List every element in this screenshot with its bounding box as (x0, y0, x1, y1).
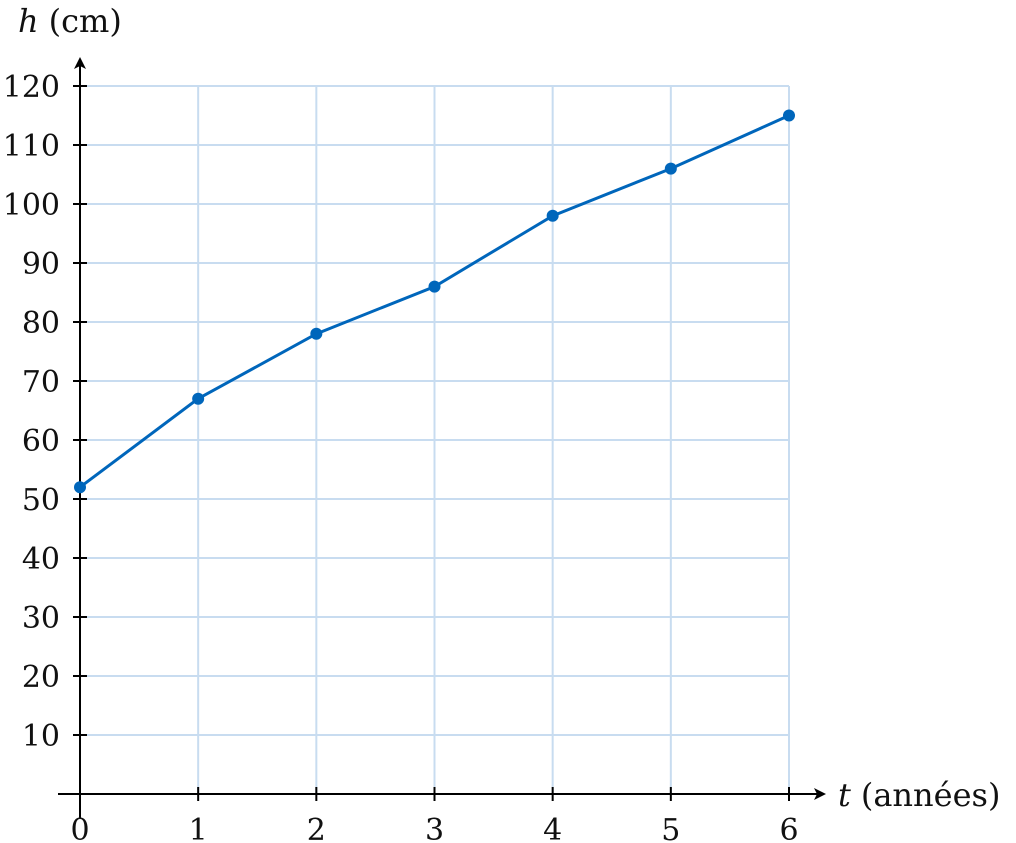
data-point (192, 392, 205, 405)
y-tick-label: 50 (22, 483, 60, 518)
x-axis-arrow (814, 788, 826, 800)
y-axis-var: h (18, 2, 39, 40)
data-point (783, 109, 795, 122)
y-axis-arrow (74, 57, 86, 69)
x-tick-label: 4 (543, 813, 562, 843)
x-tick-label: 3 (425, 813, 444, 843)
y-tick-label: 30 (22, 601, 60, 636)
y-axis-unit: (cm) (49, 2, 122, 40)
x-tick-label: 2 (307, 813, 326, 843)
x-tick-label: 1 (189, 813, 208, 843)
axes (58, 57, 826, 818)
y-tick-label: 90 (22, 247, 60, 282)
ticks: 0 1 2 3 4 5 6 10 20 30 40 50 60 70 80 90 100 110 120 (3, 70, 799, 843)
y-axis-title: h (cm) (18, 2, 122, 40)
x-tick-label: 6 (779, 813, 798, 843)
x-axis-title: t (années) (838, 776, 1000, 814)
data-point (74, 481, 86, 494)
x-axis-unit: (années) (861, 776, 1001, 814)
x-axis-var: t (838, 776, 851, 814)
y-tick-label: 60 (22, 424, 60, 459)
y-tick-label: 110 (3, 129, 60, 164)
grid (80, 85, 790, 794)
data-point (664, 162, 677, 175)
y-tick-label: 100 (3, 188, 60, 223)
y-tick-label: 70 (22, 365, 60, 400)
y-tick-label: 10 (22, 719, 60, 754)
y-tick-label: 20 (22, 660, 60, 695)
data-point (310, 327, 323, 340)
data-point (428, 280, 441, 293)
y-tick-label: 40 (22, 542, 60, 577)
x-tick-label: 0 (70, 813, 89, 843)
y-tick-label: 80 (22, 306, 60, 341)
y-tick-label: 120 (3, 70, 60, 105)
x-tick-label: 5 (661, 813, 680, 843)
data-point (546, 209, 559, 222)
series (74, 109, 795, 494)
